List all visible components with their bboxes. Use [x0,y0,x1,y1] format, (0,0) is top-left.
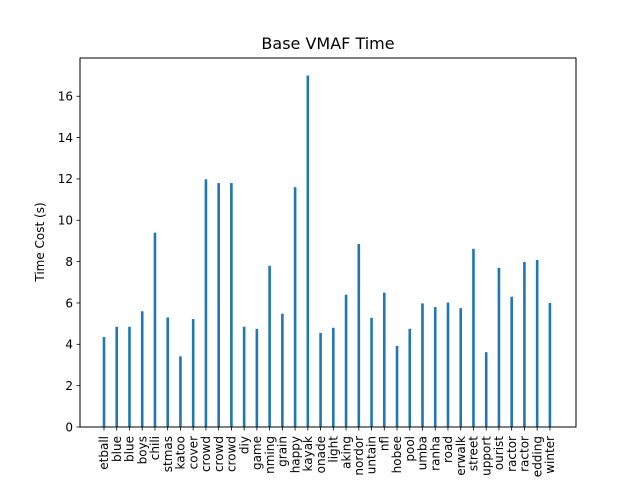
bar [306,75,310,427]
bar [408,328,412,427]
x-tick-label: erwalk [454,436,468,476]
y-tick-label: 12 [58,172,73,186]
bar [370,317,373,427]
bar [395,345,399,427]
x-tick-label: ourist [492,436,506,470]
x-tick-label: kayak [301,436,315,472]
bar [204,179,208,427]
x-tick-label: light [327,436,341,463]
bar [472,248,475,427]
x-tick-label: upport [479,436,493,476]
x-tick-label: ractor [518,436,532,472]
x-tick-label: stmas [161,436,175,472]
x-tick-label: ractor [505,436,519,472]
bar [281,313,284,427]
bar [153,232,157,427]
x-tick-label: game [250,436,264,470]
bar [484,352,488,427]
bar [382,292,386,427]
bar [523,262,526,427]
bar [242,326,246,427]
x-tick-label: hobee [390,436,404,473]
bar [140,311,144,427]
y-tick-label: 16 [58,90,73,104]
y-tick-label: 6 [65,296,73,310]
x-tick-label: chili [148,436,162,460]
x-tick-label: pool [403,436,417,462]
bar [191,319,195,427]
x-tick-label: street [467,436,481,471]
bar [217,183,220,427]
x-tick-label: winter [543,436,557,474]
bar [102,337,106,427]
plot-frame [79,57,577,428]
x-tick-label: crowd [199,436,213,472]
y-tick-label: 10 [58,214,73,228]
bar [268,265,271,427]
x-tick-label: katoo [174,436,188,469]
x-tick-label: nordor [352,436,366,476]
y-axis-label: Time Cost (s) [33,202,47,282]
bar [255,328,259,427]
y-tick-label: 14 [58,131,73,145]
bar [421,303,424,427]
bars-group [102,75,552,427]
bar [319,332,322,427]
x-tick-label: diy [237,436,251,454]
bar [128,326,131,427]
bar [115,326,119,427]
bar [332,327,335,427]
x-tick-label: untain [365,436,379,474]
x-tick-label: crowd [212,436,226,472]
y-tick-label: 8 [65,255,73,269]
x-tick-label: boys [135,436,149,464]
x-tick-label: crowd [225,436,239,472]
bar [293,187,297,427]
x-tick-label: etball [97,436,111,470]
x-tick-label: onade [314,436,328,473]
bar [459,308,463,427]
y-tick-label: 2 [65,379,73,393]
y-ticks-group: 0 2 4 6 8 10 12 14 16 [58,90,80,434]
bar [548,302,552,427]
bar [357,244,361,427]
x-tick-label: grain [276,436,290,467]
x-tick-label: road [441,436,455,463]
y-tick-label: 4 [65,338,73,352]
bar [433,307,437,427]
x-tick-label: ranha [428,436,442,471]
x-tick-label: blue [110,436,124,462]
x-tick-label: edding [530,436,544,477]
bar [446,302,450,427]
chart-title: Base VMAF Time [261,34,394,53]
x-tick-label: umba [416,436,430,470]
bar [344,294,348,427]
bar [497,267,501,427]
y-tick-label: 0 [65,420,73,434]
x-tick-label: blue [123,436,137,462]
x-tick-label: aking [339,436,353,469]
bar [535,259,539,427]
bar [179,356,182,427]
x-tick-label: nfl [377,436,391,451]
x-ticks-group: etballblueblueboyschilistmaskatoocovercr… [97,427,557,477]
bar [166,317,169,427]
x-tick-label: cover [186,436,200,469]
x-tick-label: nming [263,436,277,474]
bar [230,183,233,427]
x-tick-label: happy [288,436,302,473]
bar [510,296,513,427]
